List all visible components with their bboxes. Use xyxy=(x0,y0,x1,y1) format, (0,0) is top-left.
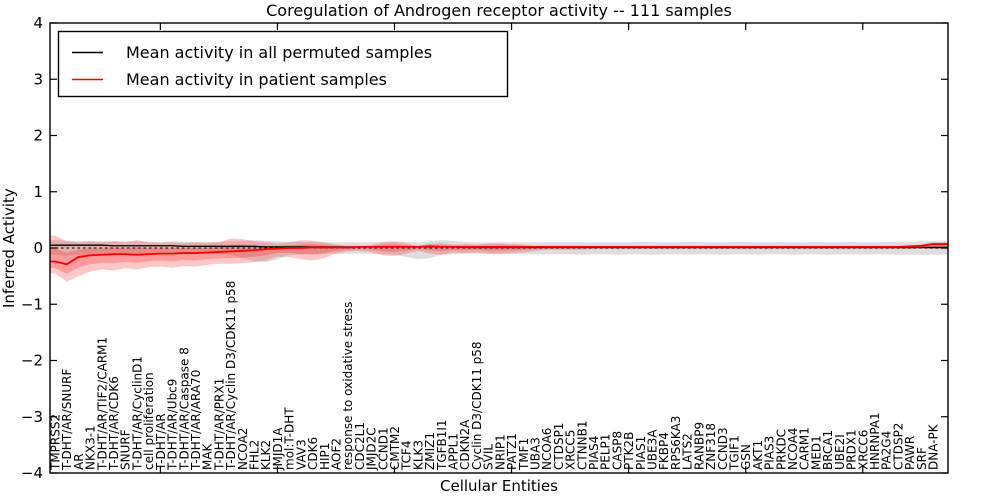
x-tick-label: T-DHT/AR/CDK6 xyxy=(107,376,121,471)
x-tick-label: UBA3 xyxy=(528,437,542,470)
x-tick-label: T-DHT/AR xyxy=(154,413,168,471)
x-tick-label: CCND1 xyxy=(376,427,390,470)
x-tick-label: PA2G4 xyxy=(880,431,894,470)
x-tick-label: NCOA6 xyxy=(540,428,554,470)
x-tick-label: CTDSP1 xyxy=(552,423,566,470)
x-tick-label: NCOA4 xyxy=(786,428,800,470)
x-tick-label: CTDSP2 xyxy=(891,423,905,470)
x-tick-label: PELP1 xyxy=(599,434,613,470)
y-tick-label: −4 xyxy=(21,464,43,482)
x-tick-label: T-DHT/AR/SNURF xyxy=(60,369,74,472)
x-tick-label: AOF2 xyxy=(329,438,343,470)
x-tick-label: MAK xyxy=(201,442,215,470)
x-tick-label: VAV3 xyxy=(294,439,308,470)
series-line-patient xyxy=(50,243,948,266)
x-tick-label: XRCC5 xyxy=(564,430,578,470)
confidence-band-patient-inner xyxy=(50,243,948,274)
x-tick-label: PRDX1 xyxy=(845,429,859,470)
x-tick-label: NCOA2 xyxy=(236,428,250,470)
x-tick-label: HNRNPA1 xyxy=(868,412,882,470)
legend: Mean activity in all permuted samples Me… xyxy=(57,30,509,98)
x-tick-label: SNURF xyxy=(119,429,133,470)
x-tick-label: T-DHT/AR/CyclinD1 xyxy=(130,356,144,471)
y-tick-label: 4 xyxy=(33,14,43,32)
y-tick-label: 3 xyxy=(33,70,43,88)
x-tick-label: cell proliferation xyxy=(142,372,156,470)
x-tick-label: mol:T-DHT xyxy=(283,407,297,470)
y-tick-label: 2 xyxy=(33,127,43,145)
x-tick-label: CMTM2 xyxy=(388,426,402,470)
x-tick-label: SRF xyxy=(915,447,929,470)
x-tick-label: PRKDC xyxy=(774,429,788,470)
x-tick-label: SVIL xyxy=(482,444,496,470)
x-tick-label: T-DHT/AR/PRX1 xyxy=(212,378,226,471)
x-tick-label: CCND3 xyxy=(716,427,730,470)
x-tick-label: NKX3-1 xyxy=(84,425,98,470)
x-tick-label: APPL1 xyxy=(447,433,461,470)
legend-label-patient: Mean activity in patient samples xyxy=(126,70,387,89)
x-tick-label: TGFB1I1 xyxy=(435,419,449,471)
x-tick-label: T-DHT/AR/Ubc9 xyxy=(166,379,180,471)
y-tick-label: 1 xyxy=(33,183,43,201)
legend-box xyxy=(57,30,509,98)
x-tick-label: FHL2 xyxy=(248,440,262,470)
x-tick-label: UBE3A xyxy=(646,429,660,470)
x-tick-label: CTNNB1 xyxy=(575,420,589,470)
x-tick-label: AR xyxy=(72,453,86,470)
chart-title: Coregulation of Androgen receptor activi… xyxy=(266,1,732,20)
y-tick-label: −2 xyxy=(21,352,43,370)
x-tick-label: CDC2L1 xyxy=(353,422,367,470)
y-tick-label: −1 xyxy=(21,295,43,313)
x-tick-label: GSN xyxy=(739,444,753,470)
x-tick-label: CARM1 xyxy=(798,427,812,470)
x-tick-label: TMF1 xyxy=(517,438,531,471)
x-tick-label: PTK2B xyxy=(622,432,636,470)
x-tick-label: UBE2I xyxy=(833,434,847,470)
x-tick-label: PIAS3 xyxy=(763,436,777,470)
x-tick-label: T-DHT/AR/Caspase 8 xyxy=(177,347,191,471)
x-axis-label: Cellular Entities xyxy=(440,477,558,495)
x-tick-label: PIAS1 xyxy=(634,436,648,470)
x-tick-label: CDK6 xyxy=(306,437,320,470)
x-tick-label: KLK3 xyxy=(411,440,425,470)
x-tick-label: CDKN2A xyxy=(458,419,472,470)
x-tick-label: TMPRSS2 xyxy=(49,414,63,471)
x-tick-label: NRIP1 xyxy=(493,434,507,470)
x-tick-label: HIP1 xyxy=(318,443,332,470)
legend-label-permuted: Mean activity in all permuted samples xyxy=(126,43,432,62)
x-tick-label: T-DHT/AR/Cyclin D3/CDK11 p58 xyxy=(224,281,238,471)
x-tick-label: BRCA1 xyxy=(821,430,835,470)
x-tick-label: ZNF318 xyxy=(704,423,718,470)
x-tick-label: PIAS4 xyxy=(587,436,601,470)
x-tick-label: LATS2 xyxy=(681,433,695,470)
x-tick-label: PAWR xyxy=(903,436,917,470)
x-tick-label: AKT1 xyxy=(751,440,765,470)
y-tick-label: 0 xyxy=(33,239,43,257)
x-tick-label: ZMIZ1 xyxy=(423,432,437,470)
x-tick-label: CASP8 xyxy=(610,431,624,470)
x-tick-label: FKBP4 xyxy=(657,432,671,470)
x-tick-label: PATZ1 xyxy=(505,433,519,470)
x-tick-label: KLK2 xyxy=(259,440,273,470)
x-tick-label: T-DHT/AR/TIF2/CARM1 xyxy=(95,337,109,471)
x-tick-label: TCF4 xyxy=(400,440,414,471)
x-tick-label: RPS6KA3 xyxy=(669,416,683,470)
x-tick-label: DNA-PK xyxy=(927,423,941,470)
x-tick-label: TGIF1 xyxy=(727,435,741,471)
x-tick-label: JMJD2C xyxy=(365,427,379,471)
y-tick-label: −3 xyxy=(21,408,43,426)
x-tick-label: Cyclin D3/CDK11 p58 xyxy=(470,341,484,470)
x-tick-label: T-DHT/AR/ARA70 xyxy=(189,370,203,471)
x-tick-label: XRCC6 xyxy=(856,430,870,470)
plot-area: 4 3 2 1 0 −1 −2 −3 −4 TMPRSS2T-DHT/AR/SNURFARNKX3… xyxy=(21,14,949,482)
y-axis-label: Inferred Activity xyxy=(0,188,18,308)
x-tick-label: MED1 xyxy=(809,435,823,470)
x-tick-label: JMJD1A xyxy=(271,427,285,471)
x-tick-label: RANBP9 xyxy=(692,422,706,470)
confidence-band-permuted xyxy=(50,240,948,263)
x-tick-label: response to oxidative stress xyxy=(341,302,355,470)
